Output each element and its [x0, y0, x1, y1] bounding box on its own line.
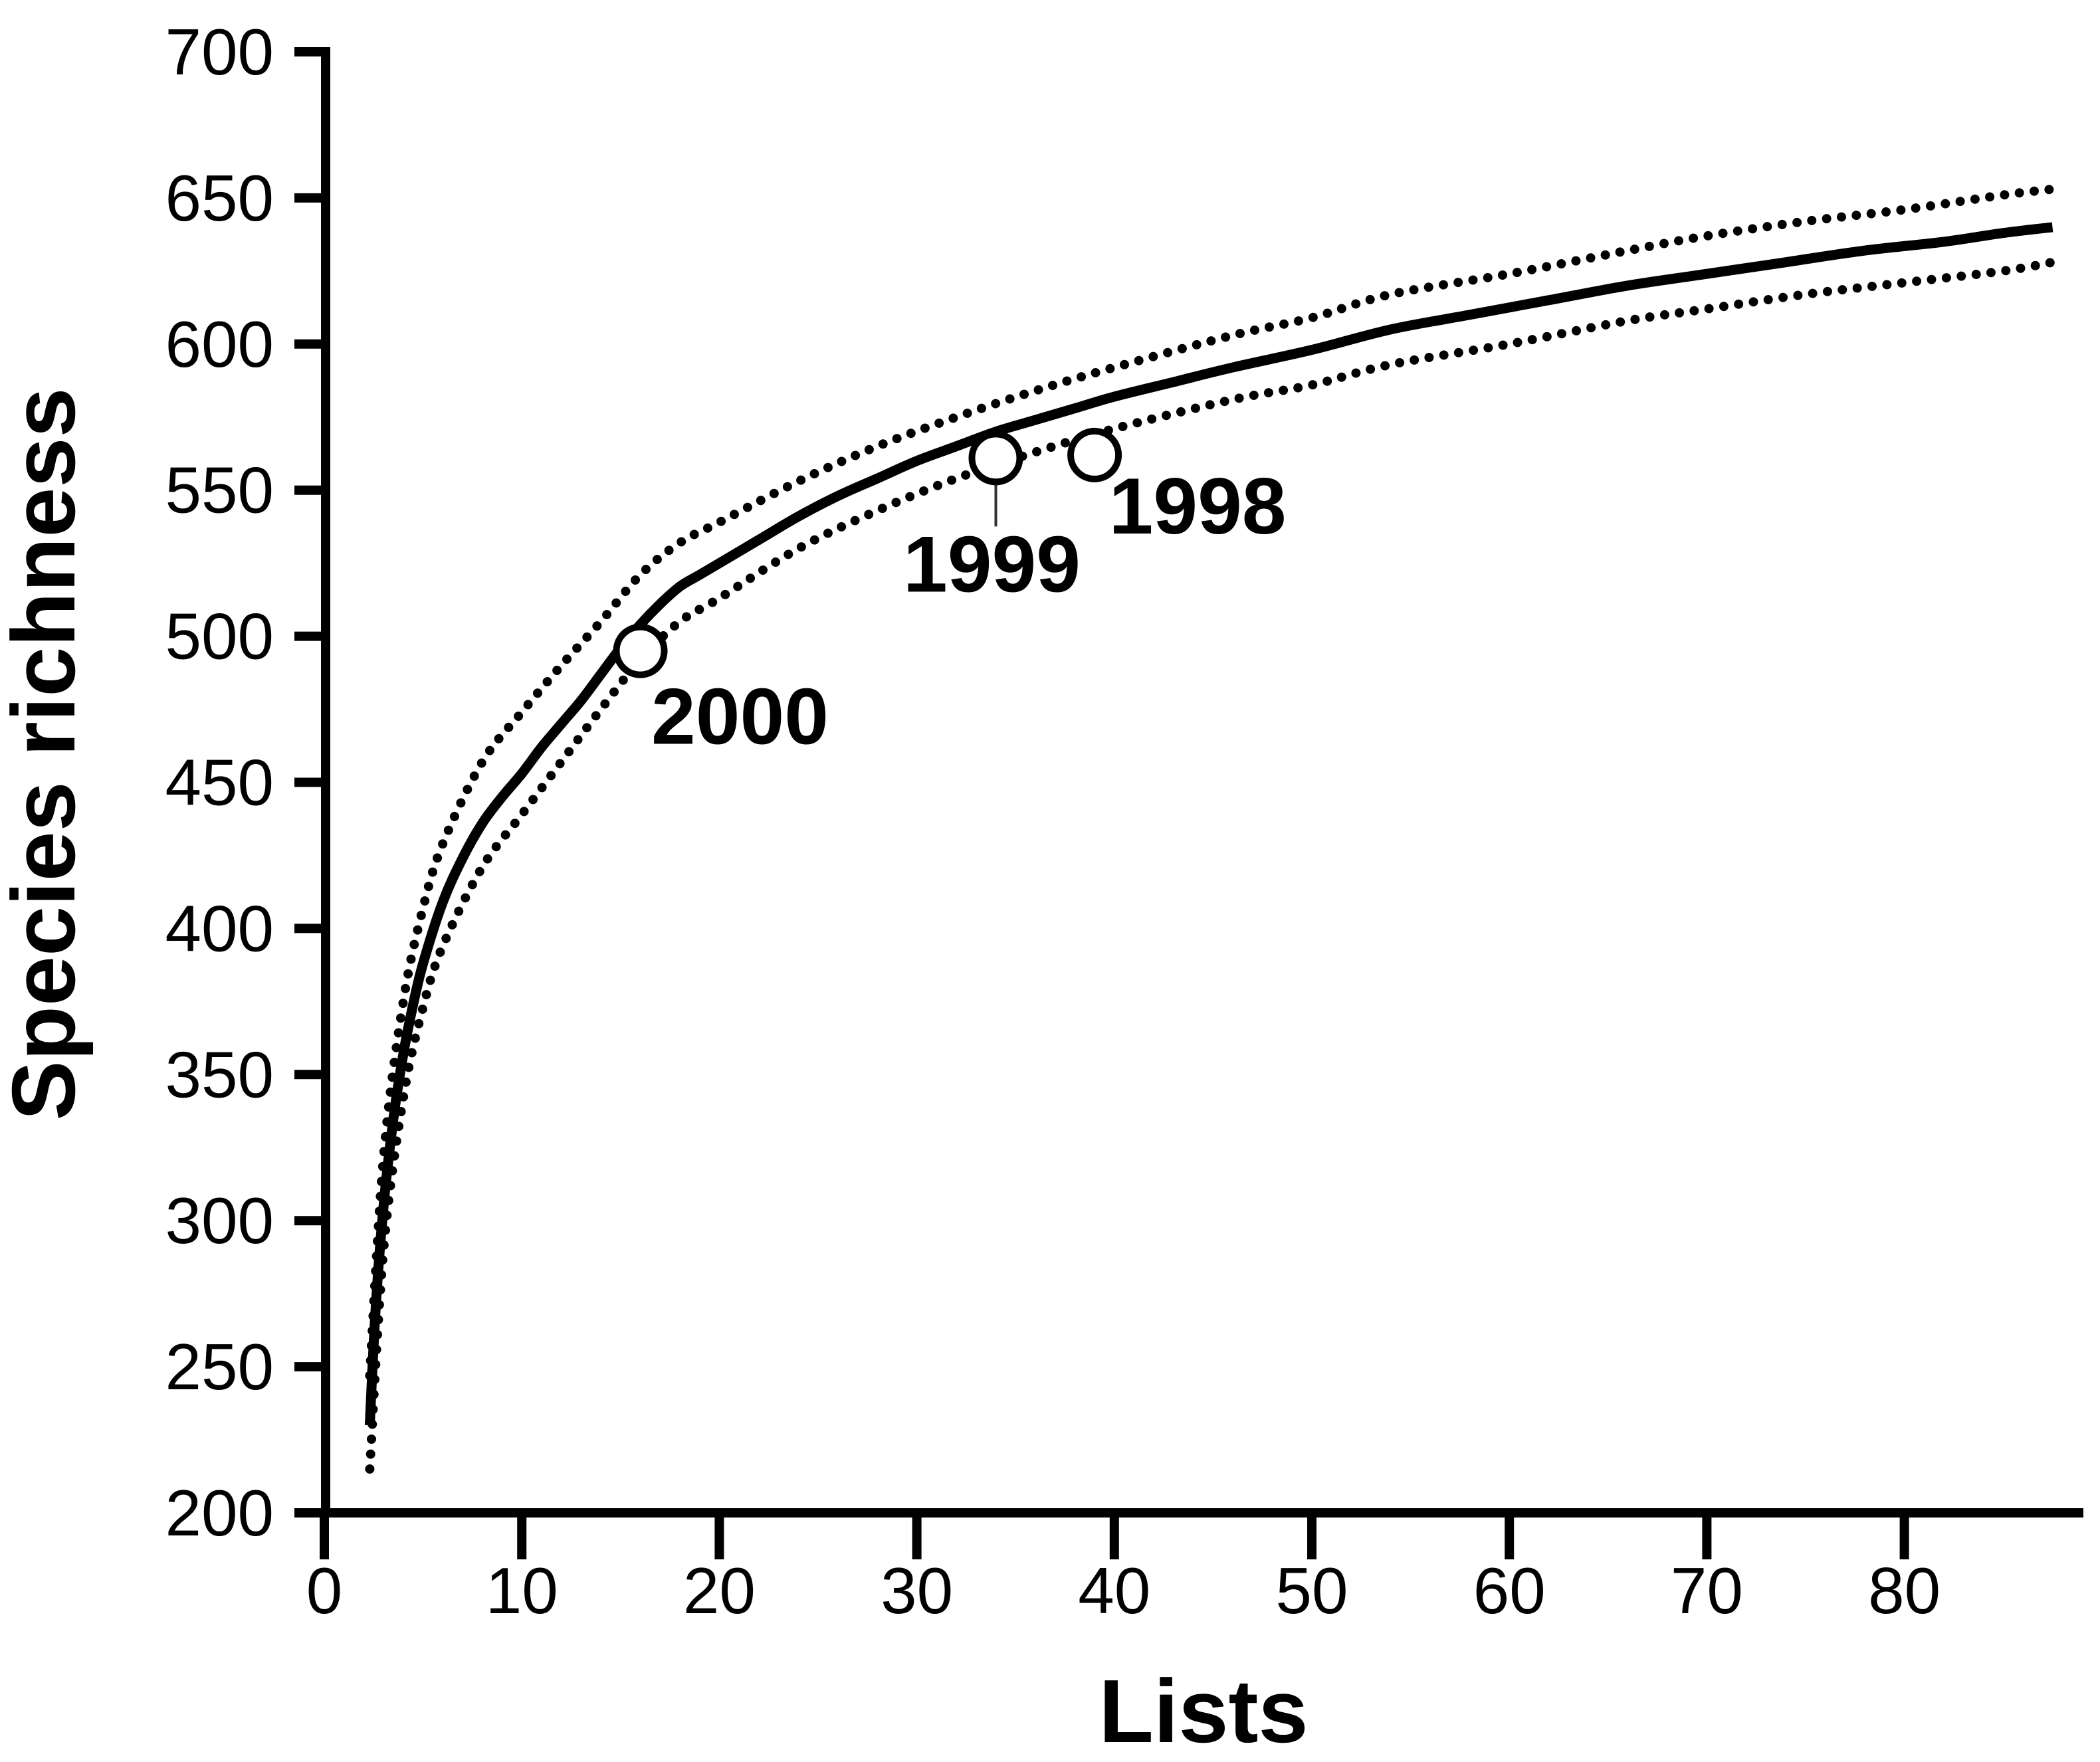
curves [364, 184, 2057, 1474]
y-tick-label: 200 [165, 1476, 274, 1549]
x-axis-title: Lists [1099, 1661, 1308, 1761]
x-tick-label: 10 [486, 1554, 558, 1627]
year-label-1999: 1999 [903, 520, 1081, 609]
year-label-1998: 1998 [1109, 462, 1287, 551]
y-tick-label: 550 [165, 454, 274, 527]
y-axis-ticks: 200 250 300 350 400 450 500 550 600 650 700 [165, 15, 326, 1549]
y-axis-title: Species richness [0, 387, 94, 1120]
data-point-1998 [1067, 427, 1122, 482]
x-tick-label: 40 [1078, 1554, 1150, 1627]
y-tick-label: 500 [165, 600, 274, 673]
y-tick-label: 700 [165, 15, 274, 88]
x-axis-ticks: 0 10 20 30 40 50 60 70 80 [306, 1513, 1941, 1627]
x-tick-label: 0 [306, 1554, 343, 1627]
y-tick-label: 250 [165, 1330, 274, 1403]
data-point-2000 [613, 623, 668, 678]
data-point-1999 [968, 431, 1023, 486]
year-label-2000: 2000 [651, 672, 829, 761]
y-tick-label: 600 [165, 308, 274, 381]
x-tick-label: 60 [1473, 1554, 1546, 1627]
upper-confidence-bound-curve [365, 184, 2057, 1381]
y-tick-label: 300 [165, 1184, 274, 1257]
x-tick-label: 20 [683, 1554, 756, 1627]
x-tick-label: 50 [1275, 1554, 1348, 1627]
x-tick-label: 30 [881, 1554, 953, 1627]
year-markers: 2000 1999 1998 [613, 427, 1287, 761]
axes: 200 250 300 350 400 450 500 550 600 650 700 0 10 20 3… [165, 15, 2083, 1627]
y-tick-label: 650 [165, 161, 274, 235]
lower-confidence-bound-curve [365, 257, 2057, 1474]
species-accumulation-estimate-curve [364, 222, 2053, 1426]
x-tick-label: 80 [1868, 1554, 1941, 1627]
x-tick-label: 70 [1671, 1554, 1743, 1627]
y-tick-label: 350 [165, 1038, 274, 1111]
y-tick-label: 400 [165, 892, 274, 965]
y-tick-label: 450 [165, 746, 274, 819]
